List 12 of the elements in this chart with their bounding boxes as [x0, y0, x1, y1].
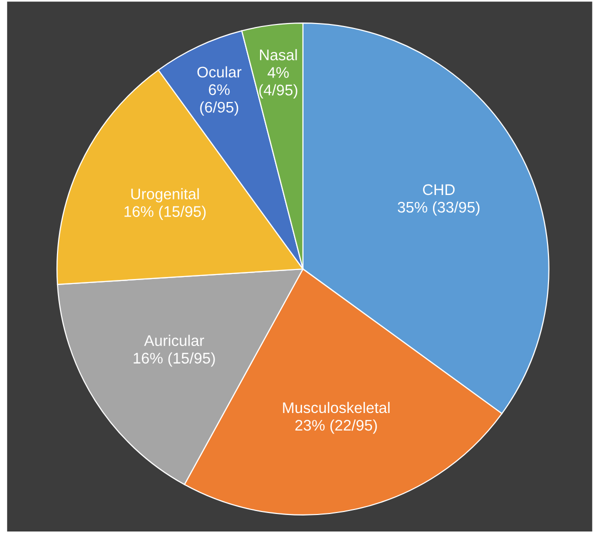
slice-label: CHD: [423, 184, 455, 196]
data-label: 16% (15/95): [134, 352, 215, 367]
data-label: 6% (6/95): [200, 84, 238, 116]
data-label: 35% (33/95): [398, 201, 480, 216]
slice-label: Nasal: [260, 49, 297, 60]
slice-label: Auricular: [144, 334, 204, 346]
data-label: 16% (15/95): [124, 206, 206, 220]
data-label: 4% (4/95): [259, 67, 298, 98]
slice-label: Urogenital: [131, 188, 199, 202]
slice-label: Musculoskeletal: [283, 402, 390, 414]
slice-label: Ocular: [197, 66, 242, 78]
data-label: 23% (22/95): [295, 419, 377, 434]
